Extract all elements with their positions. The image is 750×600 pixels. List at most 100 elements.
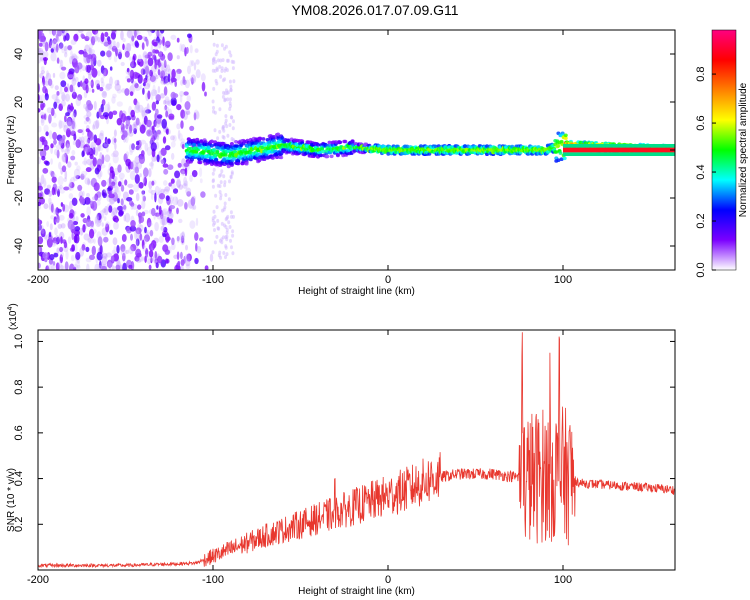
spectrogram-cell xyxy=(67,236,72,244)
spectrogram-cell xyxy=(222,124,226,129)
spectrogram-cell xyxy=(236,161,241,166)
spectrogram-cell xyxy=(43,203,49,210)
spectrogram-cell xyxy=(49,223,53,231)
spectrogram-cell xyxy=(141,211,146,217)
spectrogram-cell xyxy=(94,193,99,201)
spectrogram-cell xyxy=(55,186,62,191)
spectrogram-cell xyxy=(216,226,220,231)
spectrogram-cell xyxy=(165,100,171,105)
spectrogram-cell xyxy=(56,247,60,254)
spectrogram-cell xyxy=(48,231,52,238)
spectrogram-cell xyxy=(129,40,134,47)
spectrogram-cell xyxy=(168,218,174,224)
spectrogram-cell xyxy=(40,174,45,185)
spectrogram-cell xyxy=(148,243,155,251)
spectrogram-cell xyxy=(211,68,215,73)
spectrogram-cell xyxy=(40,94,46,104)
spectrogram-cell xyxy=(87,178,90,186)
spectrogram-cell xyxy=(220,169,224,174)
spectrogram-cell xyxy=(212,167,216,172)
spectrogram-cell xyxy=(60,223,66,229)
spectrogram-cell xyxy=(69,84,74,93)
spectrogram-cell xyxy=(232,157,236,161)
spectrogram-cell xyxy=(74,233,80,244)
spectrogram-cell xyxy=(147,90,151,100)
spectrogram-cell xyxy=(124,50,130,58)
spectrogram-cell xyxy=(85,246,90,253)
spectrogram-cell xyxy=(84,146,88,153)
spectrogram-cell xyxy=(102,69,106,78)
spectrogram-cell xyxy=(100,65,105,74)
spectrogram-cell xyxy=(65,140,70,149)
spectrogram-cell xyxy=(144,234,150,242)
spectrogram-cell xyxy=(213,228,216,232)
spectrogram-cell xyxy=(50,40,55,49)
spectrogram-cell xyxy=(114,183,120,194)
spectrogram-cell xyxy=(231,233,235,238)
spectrogram-cell xyxy=(85,167,92,173)
spectrogram-cell xyxy=(231,66,235,71)
spectrogram-cell xyxy=(222,174,226,179)
spectrogram-cell xyxy=(52,72,56,78)
spectrogram-cell xyxy=(139,84,143,90)
spectrogram-cell xyxy=(170,34,177,40)
spectrogram-cell xyxy=(92,196,97,201)
spectrogram-cell xyxy=(101,255,107,266)
spectrogram-cell xyxy=(162,36,165,47)
spectrogram-cell xyxy=(159,30,165,34)
spectrogram-cell xyxy=(163,188,170,195)
spectrogram-cell xyxy=(150,91,154,101)
spectrogram-cell xyxy=(223,68,227,73)
spectrogram-cell xyxy=(213,154,218,158)
spectrogram-cell xyxy=(211,99,215,104)
spectrogram-cell xyxy=(224,235,228,240)
spectrogram-cell xyxy=(101,189,107,197)
spectrogram-cell xyxy=(180,251,183,260)
spectrogram-cell xyxy=(143,176,147,187)
spectrogram-cell xyxy=(95,119,100,129)
spectrogram-cell xyxy=(109,229,114,235)
spectrogram-cell xyxy=(141,110,146,117)
spectrogram-cell xyxy=(57,188,60,197)
spectrogram-cell xyxy=(177,199,184,207)
spectrogram-cell xyxy=(93,120,99,130)
spectrogram-cell xyxy=(134,83,139,89)
spectrogram-cell xyxy=(104,154,111,163)
spectrogram-cell xyxy=(50,203,54,213)
spectrogram-cell xyxy=(68,182,72,191)
spectrogram-cell xyxy=(71,244,75,249)
spectrogram-cell xyxy=(148,250,154,258)
spectrogram-cell xyxy=(191,195,196,203)
spectrogram-cell xyxy=(99,170,103,177)
spectrogram-cell xyxy=(181,231,186,239)
spectrogram-cell xyxy=(163,75,169,84)
spectrogram-cell xyxy=(220,237,224,242)
spectrogram-cell xyxy=(156,36,160,44)
spectrogram-cell xyxy=(232,60,236,65)
spectrogram-cell xyxy=(151,125,155,135)
spectrogram-cell xyxy=(45,161,50,166)
spectrogram-cell xyxy=(90,79,94,89)
spectrogram-cell xyxy=(171,237,175,246)
spectrogram-cell xyxy=(130,220,136,228)
x-tick-label: 100 xyxy=(554,574,572,586)
spectrogram-cell xyxy=(170,212,174,219)
spectrogram-cell xyxy=(55,235,60,244)
spectrogram-cell xyxy=(135,117,140,126)
spectrogram-cell xyxy=(130,233,133,241)
spectrogram-cell xyxy=(85,139,91,146)
spectrogram-cell xyxy=(329,154,334,159)
spectrogram-cell xyxy=(66,116,73,127)
spectrogram-cell xyxy=(102,252,108,259)
spectrogram-cell xyxy=(84,78,89,85)
spectrogram-cell xyxy=(160,64,164,71)
spectrogram-cell xyxy=(232,79,236,84)
spectrogram-cell xyxy=(77,94,83,101)
spectrogram-cell xyxy=(178,218,183,224)
spectrogram-cell xyxy=(71,91,77,99)
spectrogram-cell xyxy=(184,202,188,210)
spectrogram-cell xyxy=(135,239,139,250)
spectrogram-cell xyxy=(149,162,154,167)
spectrogram-cell xyxy=(64,115,67,123)
spectrogram-cell xyxy=(271,135,276,139)
